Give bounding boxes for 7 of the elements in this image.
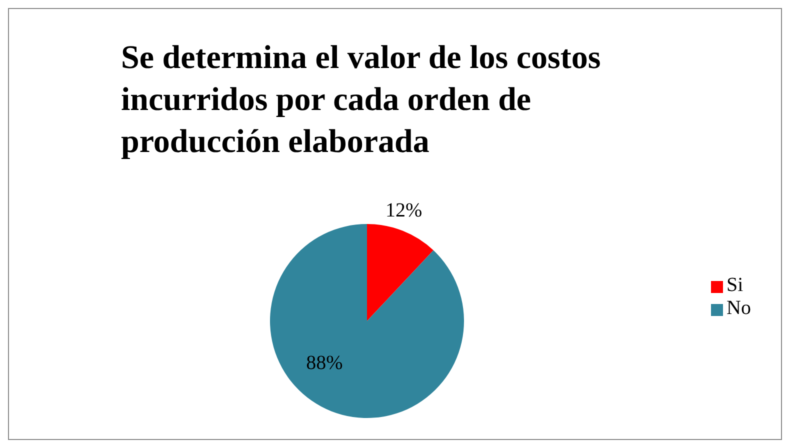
chart-title: Se determina el valor de los costos incurridos por cada orden de producción elaborada [121, 39, 602, 162]
pie-slice [270, 224, 464, 418]
data-label: 88% [306, 352, 343, 374]
pie-slice [367, 224, 434, 321]
legend-label: No [726, 297, 751, 319]
data-label: 12% [385, 199, 422, 222]
legend-label: Si [726, 274, 744, 296]
